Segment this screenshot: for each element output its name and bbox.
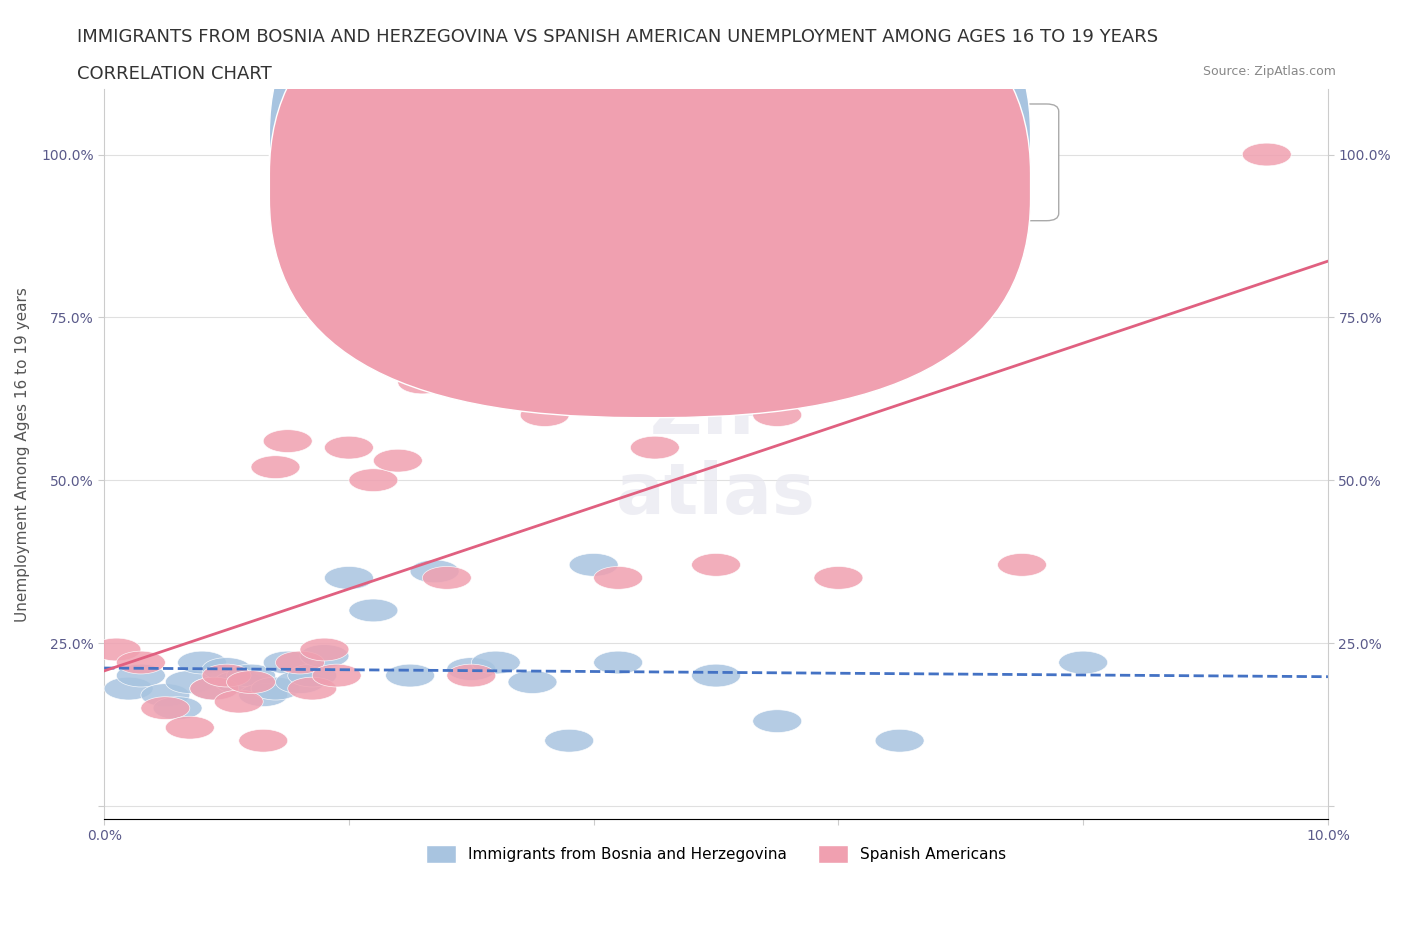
Text: Source: ZipAtlas.com: Source: ZipAtlas.com <box>1202 65 1336 78</box>
Ellipse shape <box>202 658 252 681</box>
Legend: Immigrants from Bosnia and Herzegovina, Spanish Americans: Immigrants from Bosnia and Herzegovina, … <box>419 839 1012 870</box>
Ellipse shape <box>166 716 214 739</box>
Ellipse shape <box>299 638 349 661</box>
Ellipse shape <box>226 671 276 694</box>
Ellipse shape <box>117 664 166 687</box>
Ellipse shape <box>214 671 263 694</box>
Ellipse shape <box>177 651 226 674</box>
Text: R = -0.303    N = 30: R = -0.303 N = 30 <box>666 135 868 153</box>
Ellipse shape <box>252 677 299 700</box>
Ellipse shape <box>202 664 252 687</box>
Ellipse shape <box>569 371 619 394</box>
Ellipse shape <box>814 566 863 590</box>
Ellipse shape <box>239 684 288 707</box>
Ellipse shape <box>422 566 471 590</box>
Ellipse shape <box>117 651 166 674</box>
Ellipse shape <box>288 677 336 700</box>
Ellipse shape <box>1243 143 1291 166</box>
Ellipse shape <box>214 690 263 713</box>
Text: R =  0.605    N =  31: R = 0.605 N = 31 <box>666 175 877 193</box>
Ellipse shape <box>692 664 741 687</box>
Ellipse shape <box>263 430 312 453</box>
Ellipse shape <box>508 671 557 694</box>
FancyBboxPatch shape <box>270 0 1031 378</box>
Ellipse shape <box>447 658 496 681</box>
Ellipse shape <box>239 729 288 752</box>
Ellipse shape <box>226 664 276 687</box>
Ellipse shape <box>471 651 520 674</box>
Ellipse shape <box>190 677 239 700</box>
Ellipse shape <box>190 677 239 700</box>
Ellipse shape <box>752 404 801 427</box>
Ellipse shape <box>276 651 325 674</box>
Ellipse shape <box>141 697 190 720</box>
Ellipse shape <box>875 729 924 752</box>
Ellipse shape <box>141 684 190 707</box>
Text: IMMIGRANTS FROM BOSNIA AND HERZEGOVINA VS SPANISH AMERICAN UNEMPLOYMENT AMONG AG: IMMIGRANTS FROM BOSNIA AND HERZEGOVINA V… <box>77 28 1159 46</box>
Ellipse shape <box>299 644 349 668</box>
Ellipse shape <box>471 358 520 381</box>
Ellipse shape <box>263 651 312 674</box>
Ellipse shape <box>569 553 619 577</box>
Ellipse shape <box>630 436 679 459</box>
Ellipse shape <box>153 697 202 720</box>
Ellipse shape <box>997 553 1046 577</box>
Ellipse shape <box>166 671 214 694</box>
Ellipse shape <box>385 664 434 687</box>
Ellipse shape <box>593 651 643 674</box>
Ellipse shape <box>752 710 801 733</box>
Ellipse shape <box>91 638 141 661</box>
Ellipse shape <box>104 677 153 700</box>
Ellipse shape <box>349 469 398 492</box>
Ellipse shape <box>325 436 374 459</box>
Ellipse shape <box>593 566 643 590</box>
FancyBboxPatch shape <box>606 104 1059 220</box>
Ellipse shape <box>349 599 398 622</box>
Ellipse shape <box>398 371 447 394</box>
Y-axis label: Unemployment Among Ages 16 to 19 years: Unemployment Among Ages 16 to 19 years <box>15 286 30 621</box>
Ellipse shape <box>411 560 458 583</box>
Ellipse shape <box>520 404 569 427</box>
Ellipse shape <box>276 671 325 694</box>
Ellipse shape <box>325 566 374 590</box>
Text: CORRELATION CHART: CORRELATION CHART <box>77 65 273 83</box>
FancyBboxPatch shape <box>270 0 1031 418</box>
Ellipse shape <box>447 664 496 687</box>
Ellipse shape <box>1059 651 1108 674</box>
Ellipse shape <box>312 664 361 687</box>
Ellipse shape <box>544 729 593 752</box>
Ellipse shape <box>252 456 299 479</box>
Ellipse shape <box>374 449 422 472</box>
Ellipse shape <box>288 664 336 687</box>
Ellipse shape <box>692 553 741 577</box>
Text: ZIP
atlas: ZIP atlas <box>616 379 815 528</box>
